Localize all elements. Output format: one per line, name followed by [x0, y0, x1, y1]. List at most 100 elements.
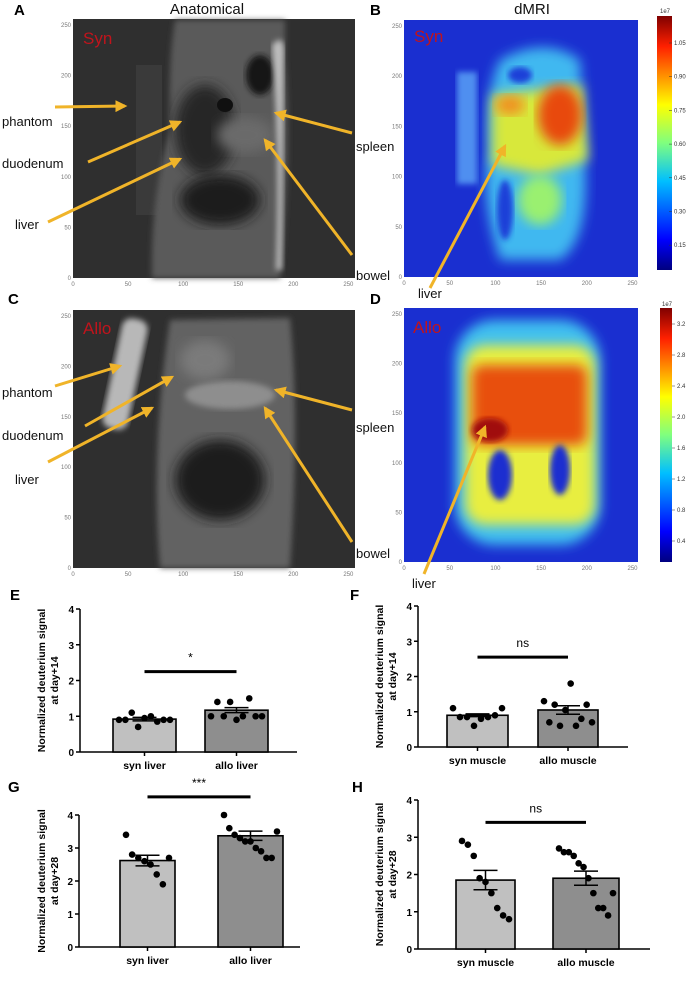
data-point — [609, 889, 617, 897]
data-point — [153, 871, 161, 878]
colorbar-tick-label: 0.45 — [674, 176, 686, 182]
anatomical-image-axes-syn: 00 50 50 100 100 150 150 200 200 250 250 — [61, 23, 354, 288]
data-point — [239, 712, 247, 720]
y-tick-label: 50 — [395, 510, 402, 516]
data-point — [493, 904, 501, 912]
data-point — [458, 837, 466, 845]
colorbar-tick-label: 0.30 — [674, 210, 686, 216]
data-point — [546, 719, 553, 726]
colorbar-tick-label: 3.2 — [677, 322, 686, 328]
colorbar-tick-label: 0.15 — [674, 243, 686, 249]
x-category-label: syn liver — [123, 760, 166, 772]
y-tick-label: 2 — [406, 871, 412, 882]
significance-label: *** — [192, 776, 206, 790]
data-point — [147, 712, 155, 720]
x-tick-label: 250 — [343, 572, 354, 578]
data-point — [220, 712, 228, 720]
anatomical-image-axes-allo: 00 50 50 100 100 150 150 200 200 250 250 — [61, 314, 354, 578]
data-point — [449, 704, 457, 712]
colorbar-allo: 1e7 3.2 2.8 2.4 2.0 1.6 1.2 0.8 0.4 — [660, 302, 686, 562]
arrow-bowel-c — [263, 405, 354, 543]
y-axis-label: at day+28 — [387, 850, 399, 898]
panel-label-g: G — [8, 779, 20, 796]
y-tick-label: 2 — [67, 877, 73, 888]
annotation-liver-d: liver — [412, 576, 437, 591]
colorbar-tick-label: 0.60 — [674, 142, 686, 148]
x-tick-label: 200 — [582, 281, 593, 287]
x-tick-label: 0 — [71, 282, 75, 288]
arrow-duodenum-a — [87, 120, 183, 164]
colorbar-tick-label: 1.2 — [677, 477, 686, 483]
annotation-duodenum-a: duodenum — [2, 156, 63, 171]
data-point — [233, 716, 240, 724]
y-axis-label: Normalized deuterium signal — [36, 809, 48, 953]
y-tick-label: 150 — [61, 415, 72, 421]
colorbar-tick-label: 1.6 — [677, 446, 686, 452]
y-axis-label: Normalized deuterium signal — [374, 605, 386, 749]
data-point — [476, 874, 483, 882]
dmri-image-syn: Syn — [404, 20, 638, 277]
data-point — [134, 723, 142, 731]
x-tick-label: 50 — [446, 566, 453, 572]
colorbar-exponent: 1e7 — [660, 9, 671, 15]
y-tick-label: 150 — [392, 411, 403, 417]
data-point — [115, 716, 123, 724]
y-tick-label: 1 — [67, 910, 73, 921]
annotation-spleen-c: spleen — [356, 420, 394, 435]
data-point — [583, 701, 590, 708]
bar-chart-h: Normalized deuterium signal at day+28 0 1 2 3… — [374, 796, 650, 969]
data-point — [258, 712, 266, 720]
y-tick-label: 100 — [61, 465, 72, 471]
x-category-label: allo muscle — [539, 755, 596, 767]
bar-chart-e: Normalized deuterium signal at day+14 0 1 2 3… — [36, 605, 297, 772]
x-tick-label: 200 — [288, 572, 299, 578]
data-point — [604, 912, 612, 919]
y-tick-label: 0 — [406, 945, 412, 956]
panel-title-dmri: dMRI — [514, 1, 550, 18]
annotation-bowel-c: bowel — [356, 546, 390, 561]
y-tick-label: 0 — [406, 743, 412, 754]
data-point — [575, 860, 582, 867]
data-point — [231, 831, 238, 839]
annotation-liver-b: liver — [418, 286, 443, 301]
y-tick-label: 0 — [68, 276, 72, 282]
data-point — [166, 716, 174, 724]
y-tick-label: 250 — [392, 312, 403, 318]
data-point — [268, 854, 276, 862]
arrow-liver-c — [47, 406, 155, 464]
x-tick-label: 250 — [628, 566, 639, 572]
colorbar-tick-label: 0.4 — [677, 539, 686, 545]
colorbar-tick-label: 2.4 — [677, 384, 686, 390]
x-tick-label: 150 — [536, 566, 547, 572]
group-tag-allo-dmri: Allo — [413, 318, 441, 337]
data-point — [572, 722, 580, 730]
x-tick-label: 50 — [125, 282, 132, 288]
panel-label-b: B — [370, 2, 381, 19]
y-tick-label: 4 — [68, 605, 74, 616]
data-point — [128, 709, 136, 716]
arrow-liver-a — [47, 157, 183, 224]
y-tick-label: 50 — [395, 225, 402, 231]
x-category-label: allo muscle — [557, 957, 614, 969]
x-tick-label: 50 — [446, 281, 453, 287]
data-point — [580, 863, 587, 871]
y-tick-label: 0 — [399, 560, 403, 566]
data-point — [134, 854, 142, 862]
x-tick-label: 150 — [536, 281, 547, 287]
y-tick-label: 50 — [64, 225, 71, 231]
data-point — [590, 889, 597, 897]
data-point — [263, 854, 270, 862]
data-point — [551, 701, 558, 708]
x-category-label: allo liver — [229, 955, 272, 967]
data-point — [505, 915, 513, 923]
x-tick-label: 0 — [402, 566, 406, 572]
panel-label-h: H — [352, 779, 363, 796]
data-point — [565, 848, 573, 856]
x-tick-label: 200 — [288, 282, 299, 288]
colorbar-exponent-allo: 1e7 — [662, 302, 673, 308]
dmri-image-allo: Allo — [404, 308, 638, 562]
data-point — [159, 881, 167, 888]
x-category-label: syn liver — [126, 955, 169, 967]
y-tick-label: 50 — [64, 516, 71, 522]
